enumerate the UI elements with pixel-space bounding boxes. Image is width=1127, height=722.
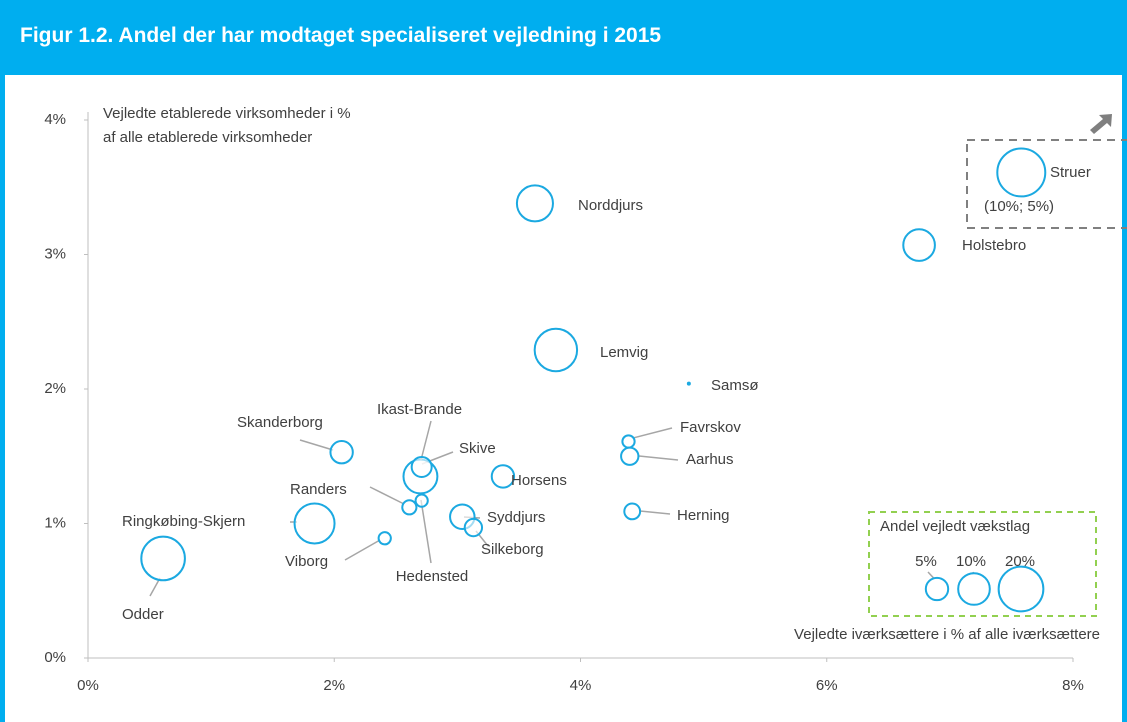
point-label: Syddjurs: [487, 509, 545, 526]
annotation: (10%; 5%): [984, 198, 1054, 215]
bubble: [293, 502, 336, 545]
point-label: Silkeborg: [481, 541, 544, 558]
leader-line: [639, 510, 671, 515]
point-label: Ringkøbing-Skjern: [122, 513, 245, 530]
x-tick-label: 2%: [323, 677, 345, 694]
leader-line: [369, 486, 405, 505]
legend-label: 10%: [956, 553, 986, 570]
legend-bubble: [997, 565, 1045, 613]
bubble: [414, 493, 429, 508]
y-tick-label: 0%: [44, 649, 66, 666]
y-tick-label: 4%: [44, 111, 66, 128]
bubble: [401, 499, 418, 516]
bubble: [140, 535, 186, 582]
leader-line: [299, 439, 334, 451]
y-axis-label: Vejledte etablerede virksomheder i %: [103, 105, 351, 122]
leader-line: [420, 499, 432, 564]
bubble: [490, 464, 516, 489]
y-tick-label: 1%: [44, 514, 66, 531]
bubble: [620, 446, 640, 466]
y-tick-label: 3%: [44, 245, 66, 262]
point-label: Horsens: [511, 472, 567, 489]
point-label: Skanderborg: [237, 414, 323, 431]
point-label: Randers: [290, 481, 347, 498]
legend-label: 20%: [1005, 553, 1035, 570]
bubble: [686, 381, 691, 386]
bubble: [533, 327, 579, 373]
x-tick-label: 8%: [1062, 677, 1084, 694]
y-tick-label: 2%: [44, 380, 66, 397]
x-axis-label: Vejledte iværksættere i % af alle iværks…: [794, 626, 1100, 643]
bubble: [902, 228, 936, 262]
point-label: Favrskov: [680, 419, 741, 436]
leader-line: [632, 427, 673, 439]
legend-bubble: [957, 572, 991, 606]
point-label: Struer: [1050, 164, 1091, 181]
leader-line: [420, 420, 432, 461]
annotation-box: [966, 139, 1127, 229]
legend-label: 5%: [915, 553, 937, 570]
leader-line: [149, 577, 161, 597]
border: [1122, 75, 1127, 722]
legend-title: Andel vejledt vækstlag: [880, 518, 1030, 535]
bubble: [621, 434, 636, 449]
bubble: [329, 440, 354, 465]
border: [0, 75, 5, 722]
point-label: Norddjurs: [578, 197, 643, 214]
title-bar: Figur 1.2. Andel der har modtaget specia…: [0, 0, 1127, 75]
bubble: [996, 147, 1047, 198]
arrow: [1090, 114, 1112, 134]
point-label: Viborg: [285, 553, 328, 570]
bubble: [377, 531, 392, 546]
point-label: Herning: [677, 507, 730, 524]
bubble: [623, 502, 642, 521]
bubble: [410, 456, 433, 479]
legend-box: [868, 511, 1097, 617]
chart-title: Figur 1.2. Andel der har modtaget specia…: [20, 24, 662, 47]
x-tick-label: 0%: [77, 677, 99, 694]
y-axis-label: af alle etablerede virksomheder: [103, 129, 312, 146]
leader-line: [344, 539, 381, 561]
x-tick-label: 4%: [570, 677, 592, 694]
point-label: Samsø: [711, 377, 759, 394]
point-label: Aarhus: [686, 451, 734, 468]
point-label: Hedensted: [396, 568, 469, 585]
x-tick-label: 6%: [816, 677, 838, 694]
point-label: Lemvig: [600, 344, 648, 361]
point-label: Ikast-Brande: [377, 401, 462, 418]
point-label: Holstebro: [962, 237, 1026, 254]
bubble: [463, 517, 484, 538]
point-label: Skive: [459, 440, 496, 457]
bubble: [515, 184, 554, 223]
leader-line: [638, 455, 679, 461]
point-label: Odder: [122, 606, 164, 623]
legend-bubble: [924, 576, 950, 602]
